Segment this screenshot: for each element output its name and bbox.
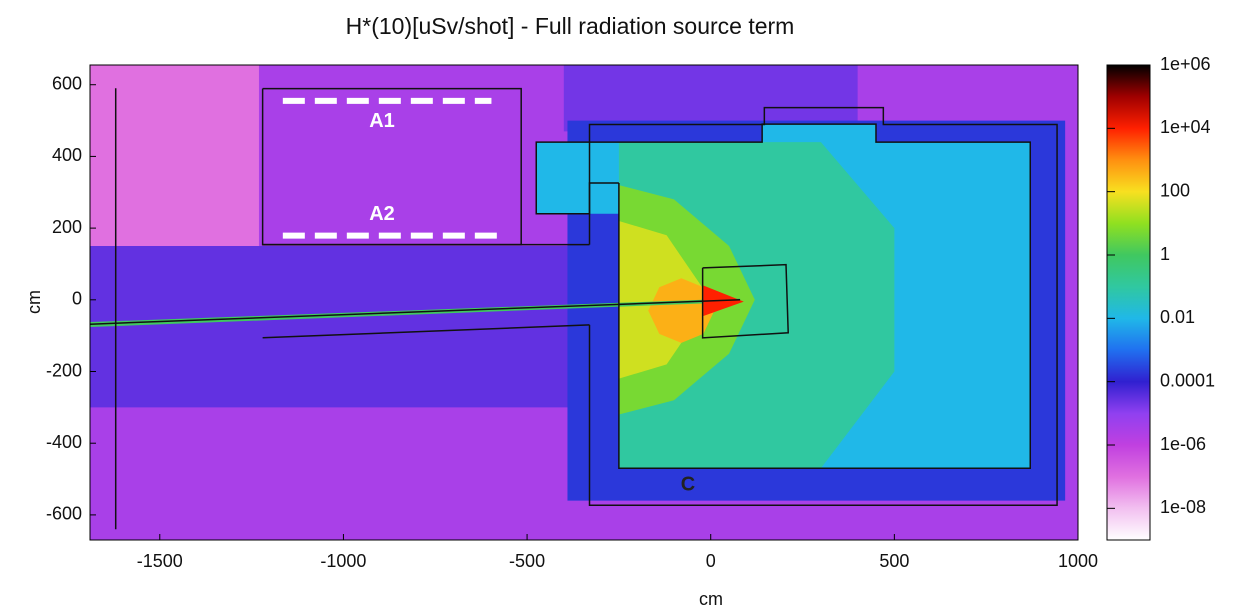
- wall: [262, 324, 590, 339]
- dose-zone: [90, 65, 259, 264]
- colorbar: [1106, 64, 1151, 541]
- colorbar-tick-label: 1e+06: [1160, 54, 1211, 74]
- chart-title: H*(10)[uSv/shot] - Full radiation source…: [346, 13, 795, 39]
- colorbar-tick-label: 1: [1160, 244, 1170, 264]
- x-tick-label: 500: [879, 551, 909, 571]
- x-tick-label: 1000: [1058, 551, 1098, 571]
- plot-area: [90, 65, 1078, 540]
- colorbar-tick-label: 1e+04: [1160, 117, 1211, 137]
- y-tick-label: -400: [46, 432, 82, 452]
- annotation: C: [681, 473, 695, 495]
- plot-frame: [89, 64, 1079, 541]
- wall: [90, 299, 741, 325]
- annotation: A1: [369, 110, 395, 132]
- wall: [701, 263, 789, 339]
- y-tick-label: 200: [52, 217, 82, 237]
- colorbar-tick-label: 0.0001: [1160, 370, 1215, 390]
- x-tick-label: -1500: [137, 551, 183, 571]
- colorbar-tick-label: 100: [1160, 180, 1190, 200]
- colorbar-tick-label: 0.01: [1160, 307, 1195, 327]
- y-tick-label: -600: [46, 504, 82, 524]
- y-tick-label: 600: [52, 73, 82, 93]
- y-tick-label: 400: [52, 145, 82, 165]
- wall: [535, 123, 1032, 470]
- dose-zone: [90, 246, 590, 408]
- colorbar-tick-label: 1e-08: [1160, 497, 1206, 517]
- x-tick-label: -500: [509, 551, 545, 571]
- wall: [588, 106, 1058, 506]
- y-tick-label: 0: [72, 289, 82, 309]
- y-axis-label: cm: [24, 290, 44, 314]
- dose-zone: [648, 278, 715, 343]
- x-tick-label: 0: [706, 551, 716, 571]
- dose-zone: [563, 65, 858, 132]
- x-tick-label: -1000: [320, 551, 366, 571]
- colorbar-tick-label: 1e-06: [1160, 434, 1206, 454]
- annotation: A2: [369, 203, 395, 225]
- x-axis-label: cm: [699, 589, 723, 609]
- y-tick-label: -200: [46, 360, 82, 380]
